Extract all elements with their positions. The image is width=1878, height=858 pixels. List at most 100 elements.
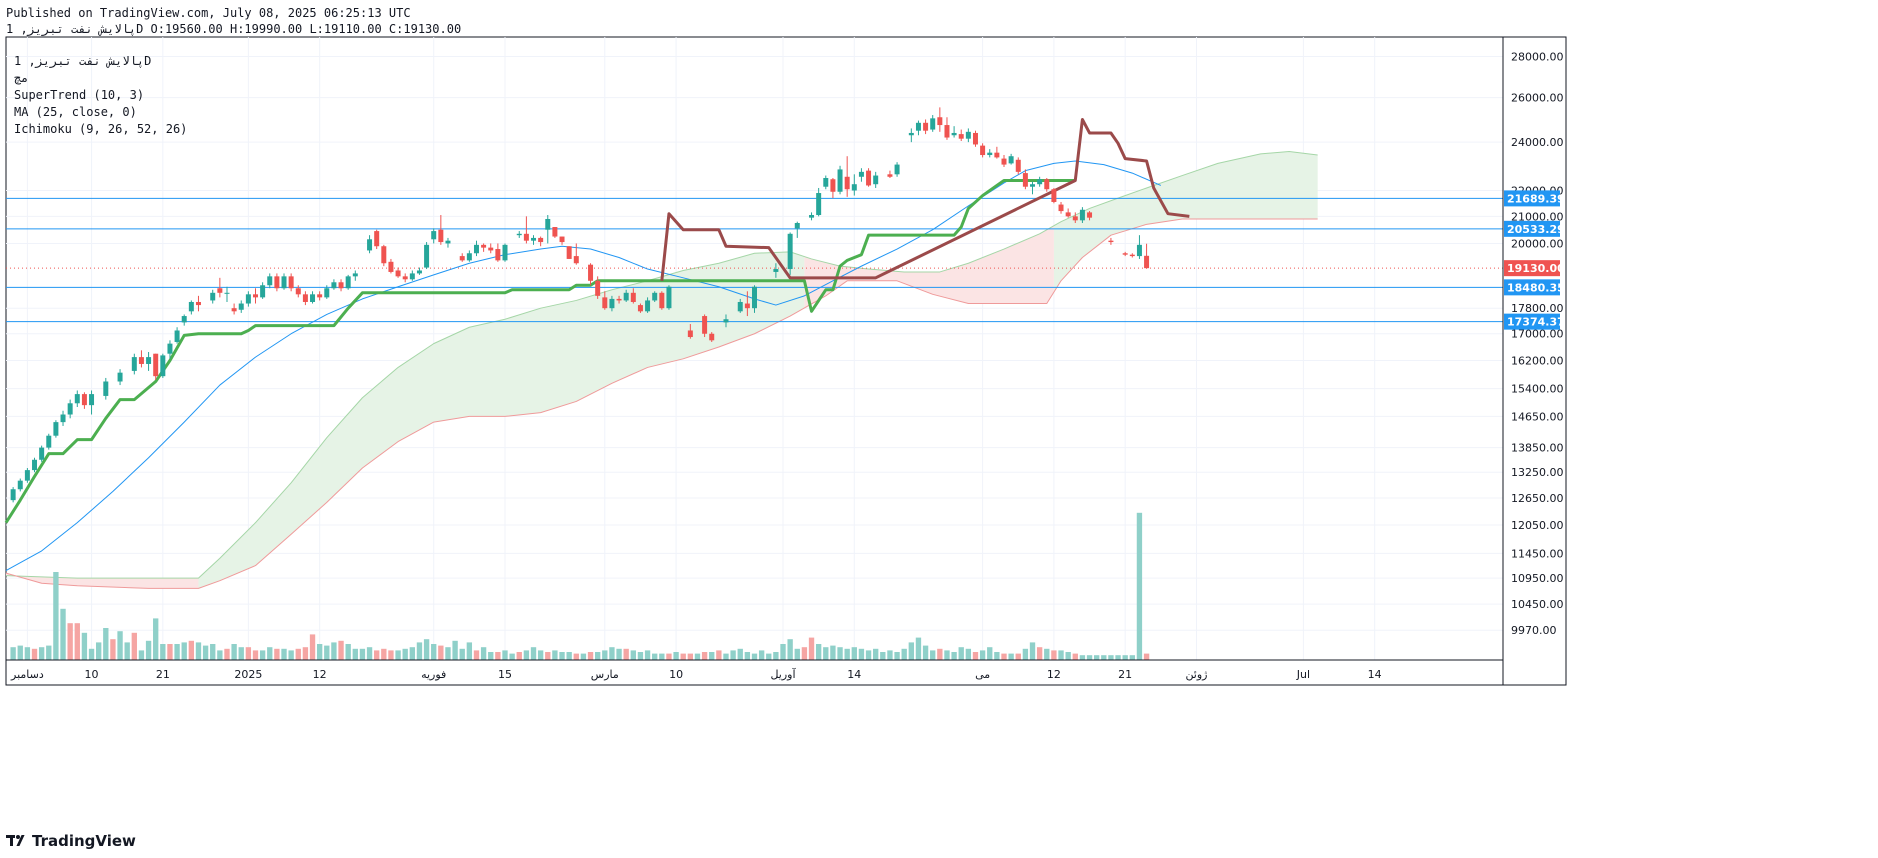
candle-body[interactable] <box>930 118 936 130</box>
candle-body[interactable] <box>388 261 394 272</box>
candle-body[interactable] <box>188 301 194 312</box>
candle-body[interactable] <box>951 132 957 136</box>
candle-body[interactable] <box>24 470 30 481</box>
candle-body[interactable] <box>837 169 843 192</box>
candle-body[interactable] <box>160 355 166 377</box>
candle-body[interactable] <box>17 480 23 490</box>
tradingview-logo[interactable]: TradingView <box>6 832 136 850</box>
candle-body[interactable] <box>1058 204 1064 212</box>
candle-body[interactable] <box>46 435 52 448</box>
candle-body[interactable] <box>1044 179 1050 190</box>
candle-body[interactable] <box>167 343 173 354</box>
candle-body[interactable] <box>623 292 629 301</box>
candle-body[interactable] <box>424 244 430 268</box>
candle-body[interactable] <box>324 288 330 298</box>
candle-body[interactable] <box>146 357 152 364</box>
candle-body[interactable] <box>317 294 323 298</box>
price-label-box[interactable] <box>1504 260 1560 277</box>
candle-body[interactable] <box>67 403 73 415</box>
candle-body[interactable] <box>595 280 601 296</box>
candle-body[interactable] <box>352 273 358 277</box>
candle-body[interactable] <box>573 256 579 264</box>
candle-body[interactable] <box>908 132 914 136</box>
candle-body[interactable] <box>652 292 658 301</box>
candle-body[interactable] <box>131 357 137 371</box>
price-label-box[interactable] <box>1504 190 1560 207</box>
candle-body[interactable] <box>1015 159 1021 172</box>
candle-body[interactable] <box>224 292 230 294</box>
candle-body[interactable] <box>1072 216 1078 221</box>
candle-body[interactable] <box>1037 179 1043 185</box>
candle-body[interactable] <box>473 244 479 254</box>
price-label-box[interactable] <box>1504 220 1560 237</box>
candle-body[interactable] <box>602 297 608 309</box>
candle-body[interactable] <box>260 285 266 298</box>
candle-body[interactable] <box>538 237 544 243</box>
candle-body[interactable] <box>117 372 123 382</box>
candle-body[interactable] <box>181 316 187 323</box>
candle-body[interactable] <box>295 288 301 295</box>
candle-body[interactable] <box>994 152 1000 158</box>
candle-body[interactable] <box>445 240 451 244</box>
candle-body[interactable] <box>965 131 971 139</box>
candle-body[interactable] <box>466 253 472 261</box>
candle-body[interactable] <box>552 227 558 237</box>
candle-body[interactable] <box>39 447 45 460</box>
candle-body[interactable] <box>409 273 415 280</box>
candle-body[interactable] <box>1022 173 1028 187</box>
candle-body[interactable] <box>873 175 879 185</box>
candle-body[interactable] <box>267 276 273 286</box>
candle-body[interactable] <box>302 294 308 302</box>
candle-body[interactable] <box>174 330 180 342</box>
candle-body[interactable] <box>138 357 144 364</box>
candle-body[interactable] <box>823 178 829 187</box>
candle-body[interactable] <box>74 394 80 404</box>
candle-body[interactable] <box>545 218 551 230</box>
candle-body[interactable] <box>972 132 978 145</box>
legend-ichimoku[interactable]: Ichimoku (9, 26, 52, 26) <box>14 122 188 136</box>
candle-body[interactable] <box>231 308 237 312</box>
candle-body[interactable] <box>630 292 636 302</box>
candle-body[interactable] <box>253 294 258 298</box>
candle-body[interactable] <box>809 215 815 218</box>
candle-body[interactable] <box>495 249 501 261</box>
candle-body[interactable] <box>1144 255 1150 269</box>
candle-body[interactable] <box>281 276 287 289</box>
candle-body[interactable] <box>637 305 643 312</box>
candle-body[interactable] <box>1065 212 1071 217</box>
candle-body[interactable] <box>702 316 708 334</box>
candle-body[interactable] <box>1030 184 1036 187</box>
candle-body[interactable] <box>787 233 793 270</box>
candle-body[interactable] <box>416 270 422 274</box>
candle-body[interactable] <box>488 247 494 251</box>
legend-ma[interactable]: MA (25, close, 0) <box>14 105 137 119</box>
candle-body[interactable] <box>987 152 993 156</box>
candle-body[interactable] <box>1136 244 1142 257</box>
candle-body[interactable] <box>616 298 622 301</box>
price-label-box[interactable] <box>1504 279 1560 296</box>
price-label-box[interactable] <box>1504 313 1560 330</box>
candle-body[interactable] <box>331 282 337 289</box>
candle-body[interactable] <box>438 229 444 243</box>
candle-body[interactable] <box>915 122 921 131</box>
candle-body[interactable] <box>794 222 800 229</box>
candle-body[interactable] <box>645 300 651 312</box>
candle-body[interactable] <box>958 134 964 139</box>
candle-body[interactable] <box>894 164 900 175</box>
candle-body[interactable] <box>53 422 59 436</box>
candle-body[interactable] <box>10 489 16 501</box>
candle-body[interactable] <box>666 286 672 309</box>
candle-body[interactable] <box>923 122 929 131</box>
candle-body[interactable] <box>773 269 779 272</box>
candle-body[interactable] <box>459 256 465 261</box>
candle-body[interactable] <box>1122 253 1128 255</box>
candle-body[interactable] <box>687 330 693 338</box>
candle-body[interactable] <box>1051 189 1057 202</box>
candle-body[interactable] <box>858 171 864 177</box>
candle-body[interactable] <box>531 237 537 241</box>
candle-body[interactable] <box>195 301 201 306</box>
candle-body[interactable] <box>1008 156 1014 164</box>
candle-body[interactable] <box>516 233 522 236</box>
candle-body[interactable] <box>1079 209 1085 221</box>
